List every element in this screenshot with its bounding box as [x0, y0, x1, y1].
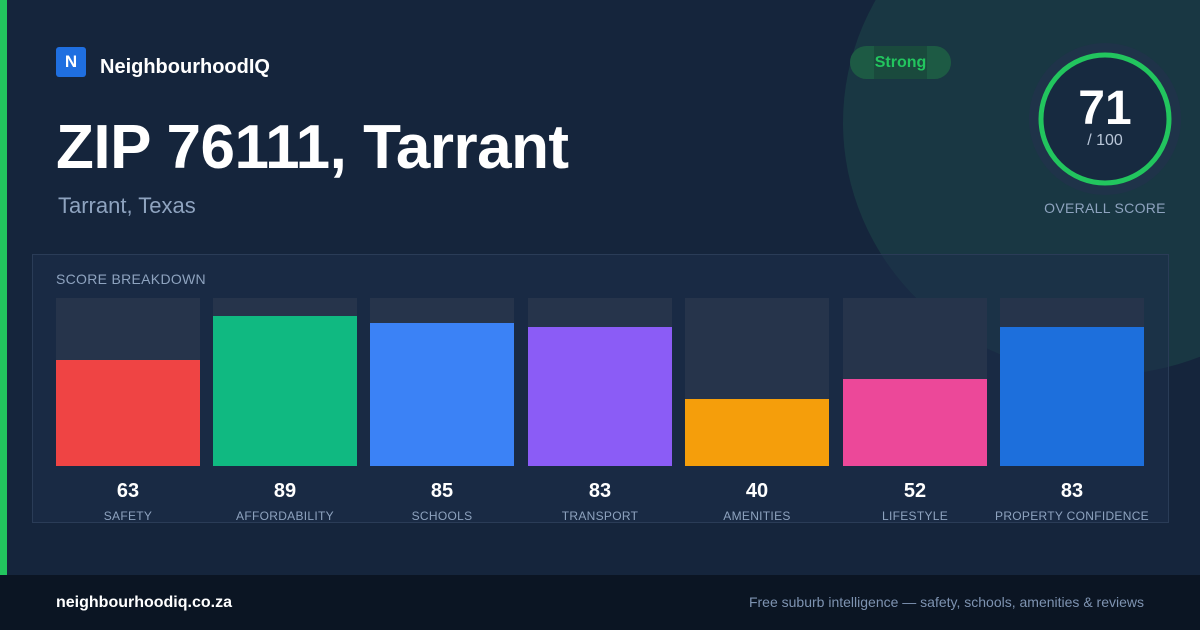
score-label: SAFETY — [103, 509, 153, 523]
score-value: 40 — [745, 480, 769, 502]
overall-score-label: OVERALL SCORE — [1044, 200, 1166, 216]
score-value: 52 — [903, 480, 927, 502]
overall-score-value: 71 — [1078, 82, 1132, 135]
score-value: 83 — [1060, 480, 1084, 502]
score-bar — [1000, 327, 1144, 466]
accent-bar — [0, 0, 7, 575]
score-bar-track — [528, 298, 672, 466]
score-bar — [685, 399, 829, 466]
score-value: 85 — [430, 480, 454, 502]
page-title: ZIP 76111, Tarrant — [56, 113, 569, 182]
brand-name: NeighbourhoodIQ — [100, 55, 270, 78]
score-bar-track — [1000, 298, 1144, 466]
overall-score-arc — [1038, 52, 1172, 186]
score-label: PROPERTY CONFIDENCE — [995, 509, 1149, 523]
overall-score-denominator: / 100 — [1087, 132, 1123, 149]
score-bar — [843, 379, 987, 466]
page-subtitle: Tarrant, Texas — [58, 193, 196, 218]
score-label: LIFESTYLE — [881, 509, 949, 523]
score-column-affordability: 89 AFFORDABILITY — [213, 298, 357, 526]
score-bar-track — [370, 298, 514, 466]
score-value: 63 — [116, 480, 140, 502]
score-value: 89 — [273, 480, 297, 502]
footer — [0, 575, 1200, 630]
status-badge-label: Strong — [874, 53, 927, 71]
score-column-property-confidence: 83 PROPERTY CONFIDENCE — [995, 298, 1149, 526]
footer-url[interactable]: neighbourhoodiq.co.za — [56, 594, 232, 611]
score-label: AFFORDABILITY — [236, 509, 334, 523]
score-bar-track — [213, 298, 357, 466]
score-bar-track — [843, 298, 987, 466]
brand: N NeighbourhoodIQ — [56, 46, 270, 78]
score-bar — [528, 327, 672, 466]
brand-logo-icon: N — [56, 47, 86, 77]
score-breakdown-title: SCORE BREAKDOWN — [56, 271, 206, 287]
score-column-lifestyle: 52 LIFESTYLE — [843, 298, 987, 526]
score-column-amenities: 40 AMENITIES — [685, 298, 829, 526]
score-column-transport: 83 TRANSPORT — [528, 298, 672, 526]
score-value: 83 — [588, 480, 612, 502]
score-column-schools: 85 SCHOOLS — [370, 298, 514, 526]
score-bar-track — [56, 298, 200, 466]
score-bar — [213, 316, 357, 466]
status-badge: Strong — [850, 46, 951, 79]
score-column-safety: 63 SAFETY — [56, 298, 200, 526]
footer-tagline: Free suburb intelligence — safety, schoo… — [748, 594, 1144, 610]
score-bar — [56, 360, 200, 466]
score-bar — [370, 323, 514, 466]
score-label: AMENITIES — [723, 509, 791, 523]
score-label: SCHOOLS — [411, 509, 473, 523]
score-label: TRANSPORT — [561, 509, 639, 523]
overall-score-ring — [1029, 43, 1181, 195]
score-bar-track — [685, 298, 829, 466]
